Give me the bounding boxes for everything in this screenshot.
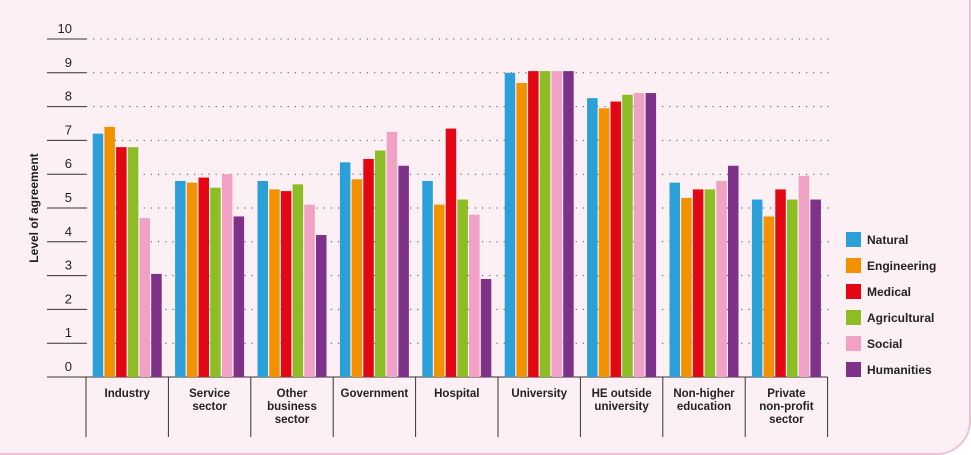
bar-engineering-5 [516, 83, 527, 377]
bar-agricultural-5 [540, 71, 551, 377]
legend-swatch-natural [846, 232, 861, 247]
y-tick-label: 1 [65, 325, 72, 340]
legend-label-agricultural: Agricultural [867, 311, 934, 325]
category-label: HE outside [592, 388, 652, 400]
category-label: Hospital [434, 388, 479, 400]
bar-social-1 [222, 174, 233, 377]
bar-social-3 [387, 132, 398, 377]
category-label: Government [341, 388, 409, 400]
bar-agricultural-7 [705, 189, 716, 377]
category-label: Non-higher [673, 388, 735, 400]
bar-humanities-1 [234, 216, 245, 377]
bar-humanities-2 [316, 235, 327, 377]
y-tick-label: 8 [65, 89, 72, 104]
bar-social-7 [716, 181, 727, 377]
bar-engineering-0 [104, 127, 115, 377]
legend-swatch-humanities [846, 362, 861, 377]
legend-label-social: Social [867, 337, 902, 351]
y-tick-label: 7 [65, 122, 72, 137]
bar-humanities-4 [481, 279, 492, 377]
y-tick-label: 10 [58, 21, 72, 36]
bar-agricultural-3 [375, 151, 386, 377]
bar-natural-6 [587, 98, 598, 377]
bar-natural-0 [93, 134, 104, 377]
bar-engineering-2 [269, 189, 280, 377]
legend-swatch-engineering [846, 258, 861, 273]
legend-label-engineering: Engineering [867, 259, 936, 273]
y-tick-label: 6 [65, 156, 72, 171]
bar-natural-2 [258, 181, 269, 377]
bar-social-8 [799, 176, 810, 377]
bar-humanities-8 [810, 200, 821, 377]
bar-natural-7 [670, 183, 681, 377]
y-tick-label: 2 [65, 291, 72, 306]
y-tick-label: 3 [65, 258, 72, 273]
bar-agricultural-8 [787, 200, 798, 377]
bar-medical-4 [446, 129, 457, 377]
legend-label-medical: Medical [867, 285, 911, 299]
bar-humanities-5 [563, 71, 574, 377]
bar-social-2 [304, 205, 315, 377]
y-axis-title: Level of agreement [27, 153, 41, 262]
bar-social-4 [469, 215, 480, 377]
legend-swatch-agricultural [846, 310, 861, 325]
bar-agricultural-1 [210, 188, 221, 377]
legend-swatch-social [846, 336, 861, 351]
y-tick-label: 9 [65, 55, 72, 70]
bar-agricultural-2 [293, 184, 304, 377]
bar-humanities-0 [151, 274, 162, 377]
bar-engineering-7 [681, 198, 692, 377]
bar-medical-6 [611, 102, 622, 377]
category-label: University [511, 388, 567, 400]
bar-agricultural-6 [622, 95, 633, 377]
category-label: sector [275, 414, 310, 426]
category-label: Industry [105, 388, 151, 400]
category-label: education [677, 401, 731, 413]
bar-agricultural-4 [457, 200, 468, 377]
legend-swatch-medical [846, 284, 861, 299]
category-label: non-profit [759, 401, 813, 413]
category-label: business [267, 401, 317, 413]
bar-medical-3 [363, 159, 374, 377]
bar-medical-2 [281, 191, 292, 377]
bar-social-5 [552, 71, 563, 377]
category-label: Service [189, 388, 230, 400]
bar-natural-5 [505, 73, 516, 377]
bar-natural-1 [175, 181, 186, 377]
bar-humanities-3 [398, 166, 409, 377]
category-label: university [594, 401, 649, 413]
y-tick-label: 0 [65, 359, 72, 374]
y-tick-label: 4 [65, 224, 72, 239]
legend-label-humanities: Humanities [867, 363, 932, 377]
category-label: Private [767, 388, 805, 400]
bar-humanities-6 [646, 93, 657, 377]
bar-natural-4 [422, 181, 433, 377]
bar-engineering-1 [187, 183, 198, 377]
bar-engineering-4 [434, 205, 445, 377]
category-label: sector [769, 414, 804, 426]
bar-medical-8 [775, 189, 786, 377]
bar-medical-7 [693, 189, 704, 377]
bar-medical-1 [199, 178, 210, 377]
category-label: sector [192, 401, 227, 413]
bar-agricultural-0 [128, 147, 139, 377]
bar-medical-5 [528, 71, 539, 377]
bar-social-6 [634, 93, 645, 377]
bar-natural-8 [752, 200, 763, 377]
bar-engineering-3 [352, 179, 363, 377]
y-tick-label: 5 [65, 190, 72, 205]
bar-social-0 [140, 218, 151, 377]
bar-natural-3 [340, 162, 351, 377]
bar-engineering-8 [764, 216, 775, 377]
bar-medical-0 [116, 147, 127, 377]
category-label: Other [277, 388, 308, 400]
legend-label-natural: Natural [867, 233, 908, 247]
bar-engineering-6 [599, 108, 610, 377]
bar-humanities-7 [728, 166, 739, 377]
